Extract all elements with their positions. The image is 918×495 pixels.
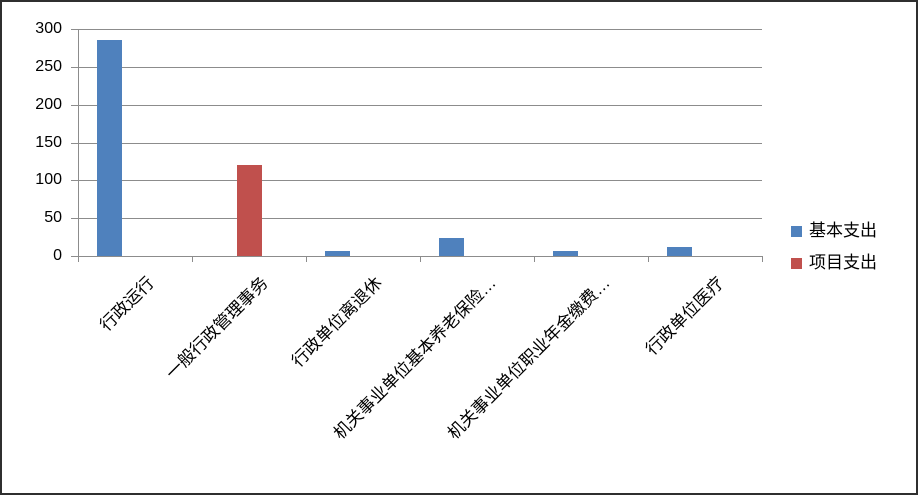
legend-item-项目支出: 项目支出 (791, 254, 877, 272)
y-axis-tick-label: 200 (35, 95, 62, 113)
gridline (78, 29, 762, 30)
y-axis-tick (71, 180, 78, 182)
y-axis-tick (71, 218, 78, 220)
legend-swatch-icon (791, 225, 802, 237)
y-axis-tick (71, 29, 78, 30)
bar-基本支出-机关事业单位基本养老保险… (439, 237, 464, 256)
legend-label: 项目支出 (809, 253, 877, 272)
x-axis-tick (534, 256, 535, 262)
bar-基本支出-行政单位离退休 (325, 250, 350, 256)
legend-swatch-icon (791, 257, 802, 269)
gridline (78, 180, 762, 182)
y-axis-line (78, 29, 79, 256)
bar-基本支出-行政运行 (97, 40, 122, 256)
legend-label: 基本支出 (809, 221, 877, 240)
x-axis-tick (648, 256, 649, 262)
y-axis-tick-label: 300 (35, 20, 62, 37)
bar-基本支出-机关事业单位职业年金缴费… (553, 251, 578, 256)
x-axis-tick (306, 256, 307, 262)
x-axis-tick (78, 256, 79, 262)
gridline (78, 104, 762, 106)
gridline (78, 218, 762, 220)
x-axis-tick (762, 256, 763, 262)
gridline (78, 142, 762, 144)
y-axis-tick-label: 150 (35, 133, 62, 151)
legend: 基本支出 项目支出 (791, 222, 877, 286)
y-axis-tick (71, 66, 78, 68)
y-axis-tick-label: 0 (53, 247, 62, 264)
x-axis-tick (192, 256, 193, 262)
gridline (78, 66, 762, 68)
y-axis-tick-label: 250 (35, 57, 62, 75)
y-axis-tick-label: 50 (44, 209, 62, 227)
bar-基本支出-行政单位医疗 (667, 246, 692, 256)
y-axis-tick-label: 100 (35, 171, 62, 189)
y-axis-tick (71, 256, 78, 257)
bar-项目支出-一般行政管理事务 (237, 165, 262, 256)
y-axis-tick (71, 104, 78, 106)
y-axis-tick (71, 142, 78, 144)
legend-item-基本支出: 基本支出 (791, 222, 877, 240)
x-axis-tick (420, 256, 421, 262)
